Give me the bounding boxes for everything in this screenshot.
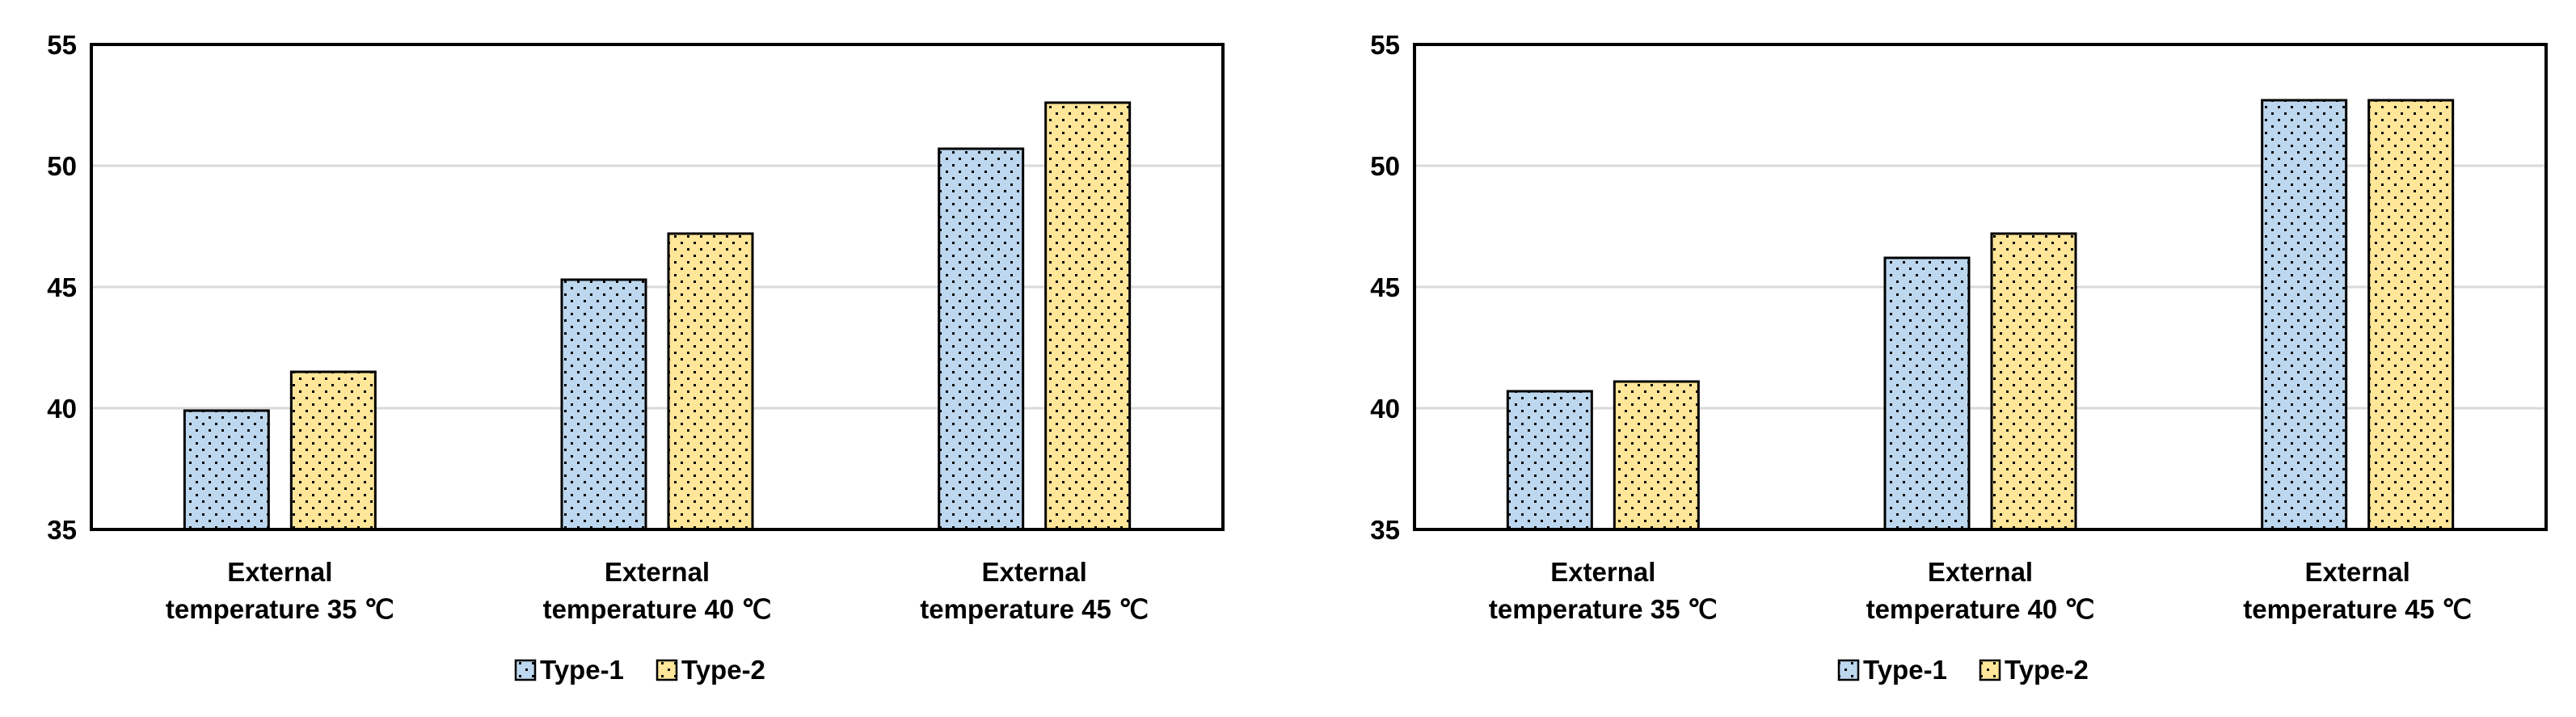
bar-type-1-2 [938,147,1025,531]
y-tick-label: 55 [1370,30,1400,60]
legend-label-type-1: Type-1 [540,655,624,685]
bar-type-2-1 [667,232,754,531]
legend-swatch-type-2 [1979,659,2001,681]
legend-swatch-type-2 [656,659,678,681]
category-label: External temperature 45 ℃ [920,557,1149,624]
plot-frame [1413,43,2548,531]
y-tick-label: 50 [1370,151,1400,181]
legend-label-type-1: Type-1 [1863,655,1947,685]
y-tick-label: 40 [47,394,77,424]
bar-type-1-1 [1883,256,1971,531]
chart-left: 35 40 45 50 55 External temperature 35 ℃ Extern… [47,30,1225,685]
y-tick-label: 40 [1370,394,1400,424]
category-label: External temperature 40 ℃ [543,557,772,624]
y-tick-label: 45 [47,272,77,302]
legend-label-type-2: Type-2 [681,655,765,685]
category-label: External temperature 35 ℃ [166,557,394,624]
category-label: External temperature 45 ℃ [2243,557,2472,624]
bar-type-1-0 [183,409,270,531]
bar-type-1-2 [2261,99,2348,531]
y-tick-label: 55 [47,30,77,60]
chart-right: 35 40 45 50 55 External temperature 35 ℃ Extern… [1370,30,2548,685]
legend-label-type-2: Type-2 [2005,655,2089,685]
category-label: External temperature 40 ℃ [1866,557,2095,624]
y-tick-label: 45 [1370,272,1400,302]
y-tick-label: 35 [1370,515,1400,545]
bar-type-2-2 [2367,99,2455,531]
bar-type-2-1 [1990,232,2077,531]
y-tick-label: 50 [47,151,77,181]
legend-swatch-type-1 [514,659,537,681]
bar-type-2-0 [289,370,377,531]
category-label: External temperature 35 ℃ [1489,557,1718,624]
y-tick-label: 35 [47,515,77,545]
bar-type-1-1 [560,278,647,531]
legend-swatch-type-1 [1837,659,1860,681]
bar-type-2-0 [1613,380,1700,531]
plot-frame [90,43,1225,531]
bar-type-2-2 [1044,101,1132,531]
bar-type-1-0 [1506,390,1593,531]
